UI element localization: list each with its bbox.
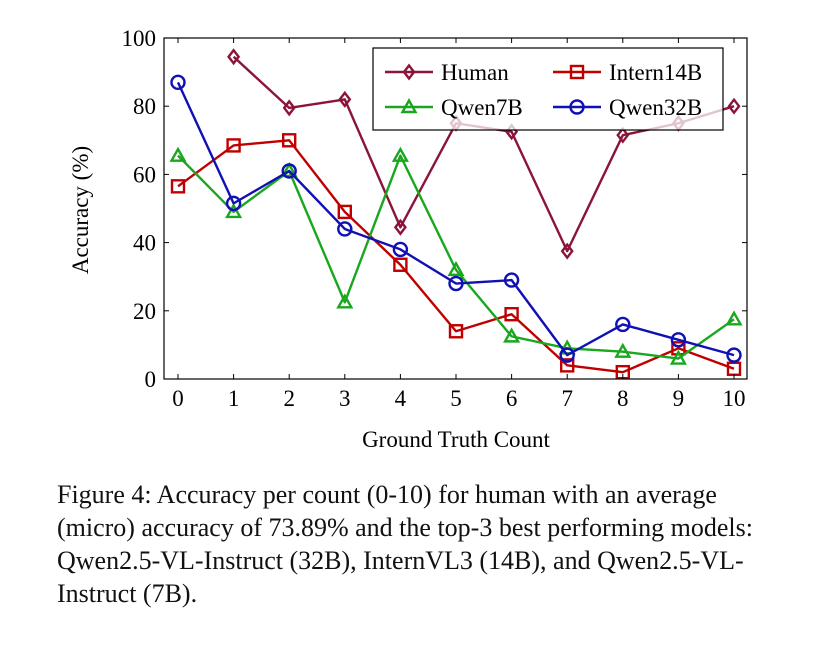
legend-marker — [569, 99, 585, 115]
legend-marker — [402, 63, 416, 81]
data-point — [559, 347, 575, 363]
x-tick-label: 2 — [283, 386, 295, 411]
data-point — [225, 195, 242, 212]
data-point — [337, 204, 352, 220]
data-point — [169, 146, 187, 162]
y-tick-label: 100 — [122, 26, 157, 51]
data-point — [503, 272, 520, 288]
data-point — [726, 347, 742, 363]
data-point — [393, 257, 408, 272]
data-point — [225, 202, 243, 219]
x-axis-label: Ground Truth Count — [362, 427, 550, 452]
data-point — [336, 293, 354, 309]
data-point — [669, 349, 687, 365]
data-point — [560, 358, 575, 373]
data-point — [725, 310, 743, 326]
data-point — [392, 241, 409, 258]
data-point — [560, 242, 574, 260]
legend-entry-qwen7b: Qwen7B — [385, 95, 523, 120]
y-tick-label: 80 — [133, 94, 156, 119]
x-tick-label: 4 — [395, 386, 407, 411]
legend-label: Intern14B — [609, 60, 702, 85]
data-point — [504, 307, 519, 322]
data-point — [226, 138, 241, 153]
data-point — [227, 48, 241, 66]
legend-marker — [569, 64, 585, 80]
data-point — [447, 260, 465, 277]
legend-marker — [400, 98, 418, 114]
data-point — [615, 316, 631, 333]
legend-entry-human: Human — [385, 60, 509, 85]
data-point — [448, 275, 464, 292]
figure-caption: Figure 4: Accuracy per count (0-10) for … — [57, 480, 753, 608]
data-point — [393, 218, 407, 236]
x-tick-label: 6 — [506, 386, 518, 411]
series-qwen7b — [169, 146, 743, 365]
data-point — [670, 332, 687, 348]
x-tick-label: 9 — [673, 386, 685, 411]
y-tick-label: 60 — [133, 162, 156, 187]
legend-entry-intern14b: Intern14B — [553, 60, 702, 85]
data-point — [280, 162, 298, 178]
x-tick-label: 5 — [450, 386, 462, 411]
data-point — [281, 163, 297, 179]
data-point — [616, 126, 630, 144]
legend-label: Qwen7B — [441, 95, 523, 120]
x-tick-label: 10 — [723, 386, 746, 411]
data-point — [338, 90, 352, 108]
data-point — [282, 133, 297, 148]
y-tick-label: 0 — [145, 367, 157, 392]
x-tick-label: 1 — [228, 386, 240, 411]
x-tick-label: 0 — [172, 386, 184, 411]
y-tick-label: 40 — [133, 231, 156, 256]
legend-box — [372, 47, 724, 131]
data-point — [391, 146, 409, 162]
series-intern14b — [170, 133, 742, 380]
legend-label: Human — [441, 60, 509, 85]
legend-label: Qwen32B — [609, 95, 702, 120]
data-point — [282, 99, 296, 117]
y-tick-label: 20 — [133, 299, 156, 324]
x-tick-label: 7 — [561, 386, 573, 411]
data-point — [727, 97, 741, 115]
series-line — [176, 81, 735, 357]
data-point — [503, 327, 521, 343]
series-line — [177, 154, 735, 360]
data-point — [448, 324, 464, 339]
data-point — [614, 342, 632, 358]
x-tick-label: 3 — [339, 386, 351, 411]
y-axis-label: Accuracy (%) — [68, 146, 93, 274]
data-point — [170, 179, 186, 194]
data-point — [170, 74, 186, 91]
series-qwen32b — [170, 74, 742, 363]
data-point — [337, 221, 353, 237]
series-line — [177, 139, 735, 374]
legend-entry-qwen32b: Qwen32B — [553, 95, 702, 120]
x-tick-label: 8 — [617, 386, 629, 411]
